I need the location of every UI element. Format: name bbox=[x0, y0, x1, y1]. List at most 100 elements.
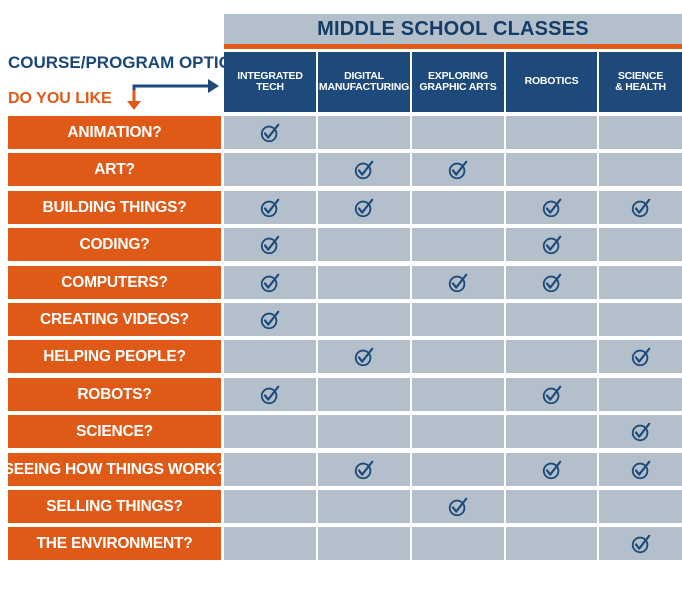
elbow-arrow-icon bbox=[127, 79, 219, 110]
row-label: HELPING PEOPLE? bbox=[8, 340, 221, 373]
matrix-cell bbox=[599, 415, 682, 448]
check-circle-icon bbox=[541, 234, 563, 256]
check-circle-icon bbox=[541, 272, 563, 294]
matrix-cell bbox=[318, 490, 410, 523]
matrix-cell bbox=[412, 153, 504, 186]
matrix-cell bbox=[318, 116, 410, 149]
row-label: CREATING VIDEOS? bbox=[8, 303, 221, 336]
check-circle-icon bbox=[353, 197, 375, 219]
matrix-cell bbox=[412, 527, 504, 560]
matrix-cell bbox=[506, 153, 597, 186]
matrix-cell bbox=[412, 340, 504, 373]
matrix-cell bbox=[318, 191, 410, 224]
matrix-cell bbox=[412, 116, 504, 149]
matrix-cell bbox=[318, 228, 410, 261]
matrix-cell bbox=[599, 378, 682, 411]
matrix-cell bbox=[599, 340, 682, 373]
matrix-cell bbox=[224, 153, 316, 186]
column-header: EXPLORING GRAPHIC ARTS bbox=[412, 52, 504, 112]
check-circle-icon bbox=[630, 197, 652, 219]
matrix-cell bbox=[599, 266, 682, 299]
check-circle-icon bbox=[630, 421, 652, 443]
check-circle-icon bbox=[447, 159, 469, 181]
matrix-cell bbox=[318, 340, 410, 373]
matrix-cell bbox=[224, 415, 316, 448]
matrix-cell bbox=[506, 490, 597, 523]
matrix-cell bbox=[506, 378, 597, 411]
row-label: ROBOTS? bbox=[8, 378, 221, 411]
check-circle-icon bbox=[353, 459, 375, 481]
row-label: SCIENCE? bbox=[8, 415, 221, 448]
matrix-cell bbox=[599, 527, 682, 560]
matrix-cell bbox=[318, 153, 410, 186]
check-circle-icon bbox=[259, 122, 281, 144]
matrix-cell bbox=[224, 228, 316, 261]
matrix-cell bbox=[412, 378, 504, 411]
matrix-cell bbox=[318, 453, 410, 486]
check-circle-icon bbox=[259, 234, 281, 256]
matrix-cell bbox=[506, 415, 597, 448]
check-circle-icon bbox=[630, 459, 652, 481]
matrix-cell bbox=[599, 153, 682, 186]
matrix-cell bbox=[412, 453, 504, 486]
matrix-cell bbox=[224, 527, 316, 560]
matrix-cell bbox=[506, 527, 597, 560]
matrix-cell bbox=[506, 228, 597, 261]
matrix-cell bbox=[599, 490, 682, 523]
matrix-cell bbox=[318, 303, 410, 336]
check-circle-icon bbox=[259, 309, 281, 331]
matrix-cell bbox=[412, 415, 504, 448]
check-circle-icon bbox=[541, 459, 563, 481]
matrix-cell bbox=[412, 266, 504, 299]
check-circle-icon bbox=[447, 272, 469, 294]
matrix-cell bbox=[224, 116, 316, 149]
check-circle-icon bbox=[630, 346, 652, 368]
row-label: CODING? bbox=[8, 228, 221, 261]
check-circle-icon bbox=[541, 384, 563, 406]
matrix-cell bbox=[224, 378, 316, 411]
column-header: ROBOTICS bbox=[506, 52, 597, 112]
check-circle-icon bbox=[259, 384, 281, 406]
matrix-cell bbox=[506, 303, 597, 336]
check-circle-icon bbox=[353, 159, 375, 181]
column-header: DIGITAL MANUFACTURING bbox=[318, 52, 410, 112]
matrix-cell bbox=[224, 453, 316, 486]
matrix-cell bbox=[318, 527, 410, 560]
check-circle-icon bbox=[541, 197, 563, 219]
matrix-cell bbox=[412, 303, 504, 336]
check-circle-icon bbox=[630, 533, 652, 555]
check-circle-icon bbox=[259, 272, 281, 294]
row-label: SELLING THINGS? bbox=[8, 490, 221, 523]
check-circle-icon bbox=[447, 496, 469, 518]
legend-title: COURSE/PROGRAM OPTIONS bbox=[8, 53, 256, 72]
row-label: ART? bbox=[8, 153, 221, 186]
matrix-cell bbox=[224, 303, 316, 336]
matrix-cell bbox=[599, 116, 682, 149]
legend-subtitle: DO YOU LIKE bbox=[8, 90, 112, 107]
matrix-cell bbox=[412, 490, 504, 523]
matrix-cell bbox=[412, 191, 504, 224]
row-label: SEEING HOW THINGS WORK? bbox=[4, 453, 226, 486]
section-banner: MIDDLE SCHOOL CLASSES bbox=[224, 14, 682, 44]
matrix-cell bbox=[224, 490, 316, 523]
banner-underline bbox=[224, 44, 682, 49]
matrix-cell bbox=[224, 266, 316, 299]
matrix-cell bbox=[506, 266, 597, 299]
row-label: BUILDING THINGS? bbox=[8, 191, 221, 224]
matrix-cell bbox=[599, 228, 682, 261]
matrix-cell bbox=[412, 228, 504, 261]
matrix-cell bbox=[224, 340, 316, 373]
matrix-cell bbox=[506, 116, 597, 149]
matrix-cell bbox=[506, 191, 597, 224]
matrix-cell bbox=[318, 415, 410, 448]
check-circle-icon bbox=[259, 197, 281, 219]
matrix-cell bbox=[506, 453, 597, 486]
matrix-cell bbox=[599, 191, 682, 224]
matrix-cell bbox=[318, 266, 410, 299]
matrix-cell bbox=[599, 453, 682, 486]
row-label: ANIMATION? bbox=[8, 116, 221, 149]
row-label: COMPUTERS? bbox=[8, 266, 221, 299]
column-header: INTEGRATED TECH bbox=[224, 52, 316, 112]
matrix-cell bbox=[506, 340, 597, 373]
matrix-cell bbox=[318, 378, 410, 411]
